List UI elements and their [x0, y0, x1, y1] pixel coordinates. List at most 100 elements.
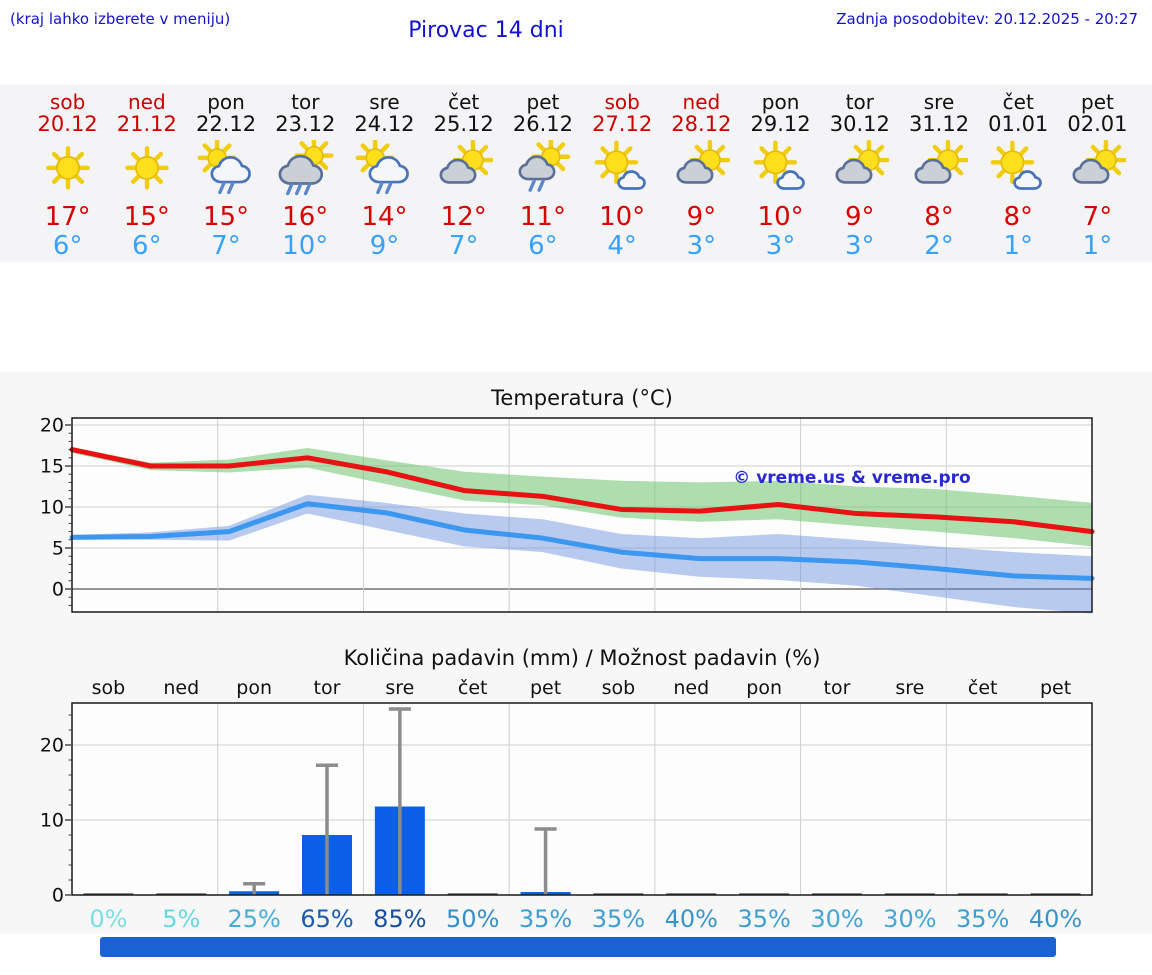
svg-text:5%: 5%: [162, 905, 200, 933]
temperature-chart-title: Temperatura (°C): [491, 386, 673, 410]
day-name-label: sre: [923, 90, 955, 114]
svg-text:čet: čet: [968, 677, 998, 699]
temp-max-label: 8°: [1003, 202, 1033, 232]
day-name-label: sob: [604, 90, 640, 114]
svg-text:35%: 35%: [737, 905, 790, 933]
temp-min-label: 10°: [282, 231, 329, 261]
cloud-sun-rain-weather-icon: [518, 140, 571, 192]
svg-text:40%: 40%: [665, 905, 718, 933]
temp-min-label: 1°: [1082, 231, 1113, 261]
temp-max-label: 10°: [599, 202, 646, 232]
forecast-day: sre 24.12 14° 9°: [345, 91, 424, 262]
svg-text:0: 0: [52, 579, 64, 601]
sun-cloud-weather-icon: [594, 140, 646, 190]
svg-text:pon: pon: [236, 677, 272, 699]
forecast-day: ned 28.12 9° 3°: [662, 91, 741, 262]
svg-text:pet: pet: [530, 677, 561, 699]
temp-max-label: 8°: [924, 202, 954, 232]
forecast-day: tor 30.12 9° 3°: [820, 91, 899, 262]
svg-text:tor: tor: [824, 677, 851, 699]
temp-max-label: 11°: [519, 202, 566, 232]
temp-max-line: [69, 447, 1095, 535]
day-date-label: 02.01: [1067, 112, 1128, 136]
precipitation-chart: sob ned pon tor sre čet pet sob ned pon tor sre čet p…: [40, 677, 1093, 933]
day-date-label: 21.12: [116, 112, 177, 136]
page-title: Pirovac 14 dni: [408, 18, 564, 43]
day-name-label: pon: [207, 90, 245, 114]
svg-text:0%: 0%: [89, 905, 127, 933]
forecast-day: pet 26.12 11° 6°: [503, 91, 582, 262]
temp-min-label: 3°: [765, 231, 796, 261]
day-date-label: 31.12: [908, 112, 970, 136]
svg-text:tor: tor: [314, 677, 341, 699]
day-date-label: 26.12: [512, 112, 573, 136]
svg-text:30%: 30%: [883, 905, 936, 933]
temp-min-label: 9°: [369, 231, 400, 261]
temp-min-label: 3°: [686, 231, 717, 261]
day-date-label: 27.12: [592, 112, 653, 136]
sun-cloud-rain-weather-icon: [197, 140, 251, 195]
forecast-day: pon 29.12 10° 3°: [741, 91, 820, 262]
svg-text:10: 10: [40, 497, 64, 519]
day-name-label: pet: [526, 90, 560, 114]
sun-weather-icon: [125, 146, 169, 190]
svg-text:35%: 35%: [956, 905, 1009, 933]
temp-min-band: [72, 494, 1092, 614]
cloud-sun-weather-icon: [835, 140, 889, 184]
temp-min-label: 6°: [528, 231, 558, 261]
svg-text:0: 0: [52, 885, 64, 907]
day-name-label: čet: [448, 90, 480, 114]
temp-min-label: 6°: [132, 231, 162, 261]
temp-min-label: 1°: [1003, 231, 1033, 261]
temp-max-label: 10°: [757, 202, 804, 232]
svg-text:čet: čet: [458, 677, 488, 699]
temp-min-label: 4°: [607, 231, 637, 261]
watermark: © vreme.us & vreme.pro: [733, 468, 971, 488]
sun-weather-icon: [45, 146, 90, 190]
svg-text:ned: ned: [673, 677, 709, 699]
sun-cloud-weather-icon: [990, 140, 1043, 190]
svg-text:sob: sob: [602, 677, 636, 699]
day-name-label: ned: [127, 90, 166, 114]
temp-max-label: 9°: [845, 202, 875, 232]
svg-text:ned: ned: [163, 677, 199, 699]
day-date-label: 29.12: [750, 112, 811, 136]
cloud-sun-weather-icon: [676, 140, 731, 184]
horizontal-scrollbar-thumb[interactable]: [100, 937, 1056, 957]
day-date-label: 25.12: [433, 112, 494, 136]
day-date-label: 23.12: [275, 112, 336, 136]
day-name-label: ned: [682, 90, 721, 114]
day-name-label: sre: [369, 90, 400, 114]
svg-text:30%: 30%: [810, 905, 863, 933]
temp-max-label: 15°: [203, 202, 250, 232]
svg-text:35%: 35%: [592, 905, 645, 933]
temp-min-label: 7°: [211, 231, 241, 261]
day-date-label: 24.12: [354, 112, 415, 136]
day-date-label: 20.12: [37, 112, 98, 136]
temp-max-label: 12°: [440, 202, 487, 232]
svg-text:40%: 40%: [1029, 905, 1082, 933]
svg-text:25%: 25%: [227, 905, 280, 933]
temp-min-label: 2°: [924, 231, 954, 261]
temp-max-label: 14°: [361, 202, 408, 232]
temp-max-label: 9°: [686, 202, 717, 232]
svg-text:35%: 35%: [519, 905, 572, 933]
temp-min-line: [69, 501, 1095, 581]
day-name-label: sob: [49, 90, 86, 114]
day-name-label: tor: [845, 90, 874, 114]
forecast-day: pon 22.12 15° 7°: [186, 91, 265, 262]
sun-cloud-weather-icon: [753, 140, 805, 190]
day-name-label: čet: [1002, 90, 1034, 114]
temp-min-label: 7°: [448, 231, 479, 261]
day-date-label: 30.12: [829, 112, 890, 136]
forecast-day: ned 21.12 15° 6°: [107, 91, 186, 262]
forecast-strip: sob 20.12 17° 6° ned 21.12 15° 6° pon 22.12 15° 7° t…: [0, 85, 1152, 262]
temp-max-label: 16°: [282, 202, 329, 232]
precip-y-axis: 0 10 20: [40, 714, 72, 907]
day-date-label: 28.12: [671, 112, 732, 136]
forecast-day: sre 31.12 8° 2°: [899, 91, 978, 262]
temp-max-label: 15°: [123, 202, 170, 232]
svg-text:sre: sre: [385, 677, 414, 699]
svg-text:10: 10: [40, 810, 64, 832]
svg-text:85%: 85%: [373, 905, 426, 933]
